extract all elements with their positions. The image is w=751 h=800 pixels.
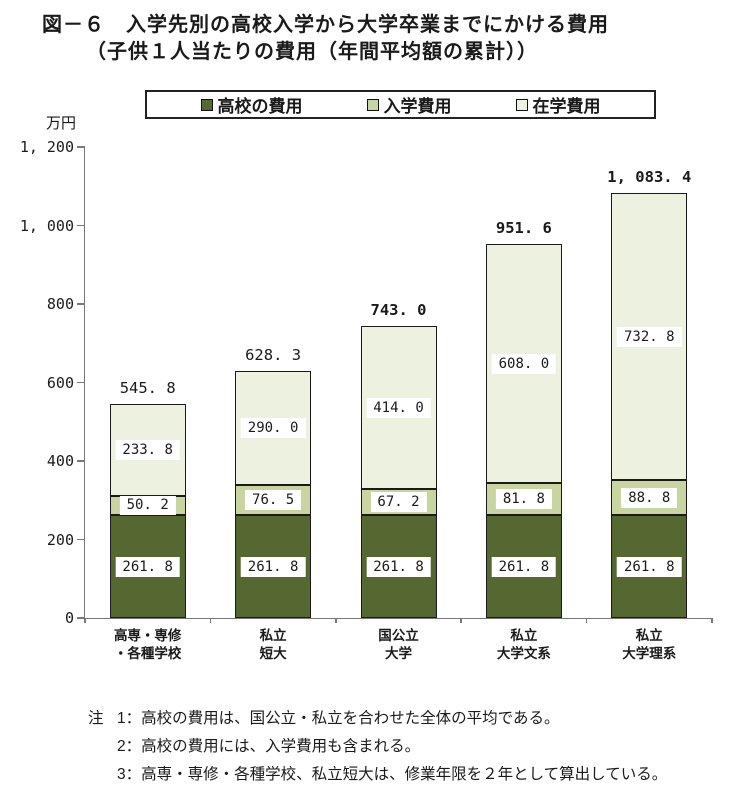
x-axis-tick	[209, 618, 212, 623]
legend-item-entrance-cost: 入学費用	[366, 92, 452, 117]
y-axis-tick-label: 0	[64, 609, 74, 627]
legend-swatch-icon	[515, 98, 528, 111]
y-axis-tick-label: 800	[46, 295, 74, 313]
segment-value-label: 261. 8	[617, 556, 682, 577]
x-axis-line	[83, 617, 712, 619]
x-axis-category-label: 私立 大学理系	[622, 627, 676, 662]
bar-total-label: 1, 083. 4	[607, 167, 692, 186]
legend-label: 高校の費用	[217, 97, 303, 116]
segment-value-label: 414. 0	[366, 397, 431, 418]
x-axis-tick	[460, 618, 462, 623]
note-prefix: 注	[88, 710, 104, 727]
x-axis-category-label: 私立 大学文系	[497, 627, 551, 662]
note-line-1: 1：高校の費用は、国公立・私立を合わせた全体の平均である。	[117, 710, 560, 727]
x-axis-category-label-line: 国公立	[378, 628, 419, 643]
y-axis-tick-label: 1, 200	[19, 138, 74, 156]
bar-total-label: 743. 0	[370, 301, 427, 320]
bar-total-label: 628. 3	[245, 346, 302, 365]
y-axis-tick-label: 400	[46, 452, 74, 470]
x-axis-category-label: 高専・専修・各種学校	[114, 627, 182, 662]
y-axis-tick-label: 200	[46, 530, 74, 549]
bar-total-label: 545. 8	[119, 378, 176, 397]
x-axis-category-label-line: 大学文系	[496, 645, 551, 661]
segment-value-label: 608. 0	[491, 353, 557, 374]
y-axis-tick	[77, 146, 85, 148]
segment-value-label: 261. 8	[115, 556, 180, 577]
legend-label: 入学費用	[383, 97, 452, 116]
x-axis-category-label-line: 私立	[259, 628, 287, 643]
chart-legend: 高校の費用 入学費用 在学費用	[145, 90, 656, 119]
x-axis-category-label-line: 私立	[635, 628, 663, 643]
figure-title-line2: （子供１人当たりの費用（年間平均額の累計））	[86, 41, 538, 63]
x-axis-tick	[84, 618, 86, 623]
segment-value-label: 290. 0	[240, 418, 306, 439]
figure-title-line1: 図－６ 入学先別の高校入学から大学卒業までにかける費用	[42, 14, 609, 36]
legend-swatch-icon	[200, 98, 213, 111]
y-axis-unit-label: 万円	[45, 115, 76, 132]
segment-value-label: 261. 8	[491, 556, 557, 577]
x-axis-category-label-line: 大学	[385, 645, 412, 661]
segment-value-label: 732. 8	[617, 326, 682, 347]
segment-value-label: 261. 8	[366, 556, 431, 577]
bar-total-label: 951. 6	[495, 219, 552, 238]
segment-value-label: 81. 8	[495, 489, 552, 510]
x-axis-category-label: 国公立 大学	[378, 627, 419, 662]
x-axis-category-label-line: 大学理系	[622, 645, 677, 661]
note-line-3: 3：高専・専修・各種学校、私立短大は、修業年限を２年として算出している。	[117, 766, 668, 783]
legend-label: 在学費用	[532, 97, 601, 116]
y-axis-tick	[77, 538, 85, 541]
legend-item-in-school-cost: 在学費用	[515, 92, 601, 117]
y-axis-tick	[77, 460, 85, 462]
x-axis-category-label-line: 短大	[259, 645, 287, 661]
y-axis-tick	[77, 617, 85, 619]
x-axis-category-label-line: 私立	[510, 628, 538, 643]
segment-value-label: 233. 8	[115, 439, 180, 460]
y-axis-tick	[77, 224, 85, 227]
note-line-2: 2：高校の費用には、入学費用も含まれる。	[117, 738, 421, 755]
segment-value-label: 88. 8	[621, 487, 678, 508]
figure-title: 図－６ 入学先別の高校入学から大学卒業までにかける費用 （子供１人当たりの費用（…	[42, 12, 609, 66]
segment-value-label: 50. 2	[119, 495, 176, 516]
y-axis-tick	[77, 381, 85, 384]
legend-item-high-school-cost: 高校の費用	[200, 92, 303, 117]
y-axis-tick	[77, 303, 85, 305]
x-axis-category-label: 私立 短大	[260, 627, 287, 662]
y-axis-tick-label: 1, 000	[19, 216, 74, 235]
x-axis-tick	[711, 618, 713, 623]
segment-value-label: 76. 5	[245, 490, 302, 511]
y-axis-line	[83, 147, 85, 620]
x-axis-tick	[335, 618, 337, 623]
x-axis-category-label-line: 高専・専修	[113, 628, 182, 643]
segment-value-label: 261. 8	[240, 556, 306, 577]
y-axis-tick-label: 600	[46, 373, 74, 392]
legend-swatch-icon	[366, 98, 379, 111]
segment-value-label: 67. 2	[370, 492, 427, 513]
x-axis-category-label-line: ・各種学校	[113, 645, 182, 661]
x-axis-tick	[585, 618, 588, 623]
